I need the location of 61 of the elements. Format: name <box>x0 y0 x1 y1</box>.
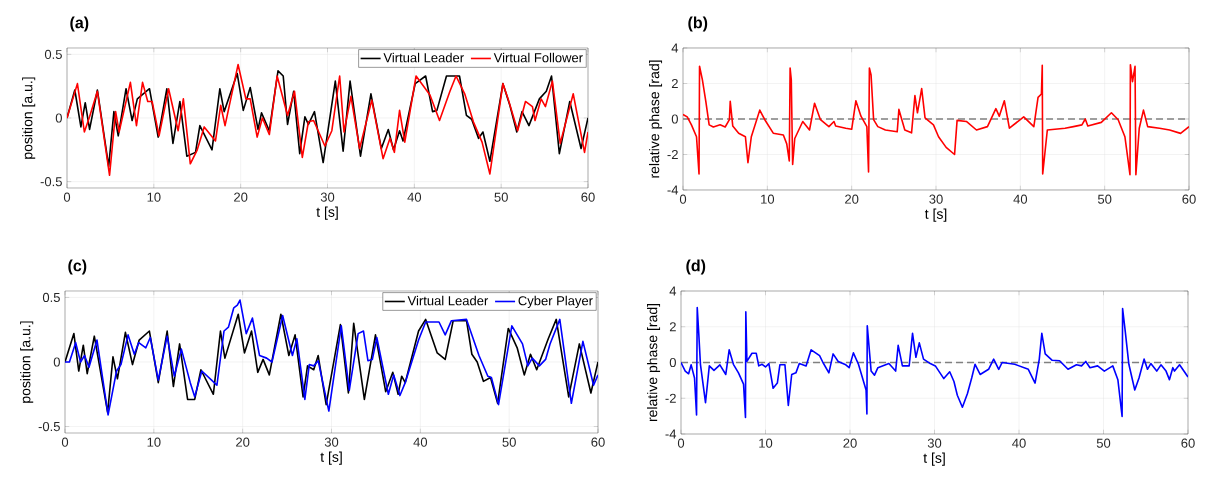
legend-label: Virtual Leader <box>383 52 464 63</box>
x-tick-label: 40 <box>1012 438 1026 448</box>
x-tick-label: 30 <box>320 192 335 202</box>
x-tick-label: 10 <box>147 437 161 447</box>
x-axis-title: t [s] <box>923 452 945 466</box>
y-tick-label: -0.5 <box>40 177 62 187</box>
y-tick-label: 4 <box>669 286 677 296</box>
y-tick-label: 2 <box>671 78 678 89</box>
x-tick-label: 10 <box>759 438 773 448</box>
x-tick-label: 10 <box>147 192 161 202</box>
x-tick-label: 20 <box>845 194 859 204</box>
y-tick-label: -4 <box>665 429 677 439</box>
x-tick-label: 50 <box>502 437 516 447</box>
y-axis-title: position [a.u.] <box>20 321 34 403</box>
x-tick-label: 20 <box>236 437 250 447</box>
y-tick-label: 0.5 <box>44 49 62 59</box>
y-tick-label: 4 <box>671 43 679 53</box>
y-tick-label: -4 <box>667 185 679 195</box>
y-tick-label: -2 <box>667 149 678 160</box>
y-tick-label: 0.5 <box>42 292 60 303</box>
x-tick-label: 50 <box>494 192 508 202</box>
x-tick-label: 40 <box>407 192 422 202</box>
y-axis-title: position [a.u.] <box>22 77 36 159</box>
y-tick-label: 0 <box>671 114 678 124</box>
legend-label: Cyber Player <box>518 295 593 308</box>
chart-title: (b) <box>688 16 708 32</box>
x-tick-label: 0 <box>61 437 69 447</box>
x-tick-label: 30 <box>927 438 942 448</box>
x-tick-label: 50 <box>1097 194 1112 204</box>
y-axis-title: relative phase [rad] <box>649 60 663 178</box>
x-tick-label: 40 <box>1013 194 1028 204</box>
chart-title: (c) <box>68 259 87 275</box>
x-tick-label: 60 <box>1182 194 1196 204</box>
legend-label: Virtual Follower <box>493 52 583 63</box>
x-tick-label: 60 <box>1181 438 1195 448</box>
x-axis-title: t [s] <box>316 206 338 220</box>
chart-title: (d) <box>686 259 706 275</box>
y-tick-label: -0.5 <box>38 421 60 432</box>
y-axis-title: relative phase [rad] <box>647 304 661 422</box>
x-tick-label: 20 <box>843 438 857 448</box>
y-tick-label: 2 <box>669 322 676 332</box>
legend-label: Virtual Leader <box>407 295 489 306</box>
line-series <box>683 63 1190 176</box>
x-tick-label: 60 <box>591 437 605 447</box>
x-tick-label: 0 <box>63 192 71 202</box>
x-tick-label: 30 <box>929 194 943 204</box>
y-tick-label: -2 <box>665 393 676 403</box>
x-axis-title: t [s] <box>924 208 947 222</box>
y-tick-label: 0 <box>53 357 60 367</box>
chart-title: (a) <box>70 16 89 32</box>
x-tick-label: 40 <box>413 437 428 447</box>
line-series <box>681 306 1189 419</box>
x-tick-label: 20 <box>234 192 248 202</box>
y-tick-label: 0 <box>669 357 676 368</box>
x-axis-title: t [s] <box>320 451 342 465</box>
x-tick-label: 10 <box>761 194 775 204</box>
y-tick-label: 0 <box>55 113 62 123</box>
x-tick-label: 30 <box>324 437 339 447</box>
x-tick-label: 0 <box>679 194 687 204</box>
x-tick-label: 50 <box>1096 438 1111 448</box>
x-tick-label: 60 <box>581 192 595 202</box>
